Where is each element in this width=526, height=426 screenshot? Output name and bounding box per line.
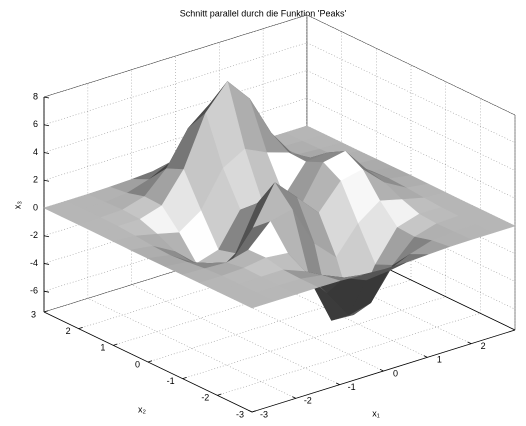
z-tick [43,179,50,182]
y-axis-label: x₂ [138,404,147,414]
z-axis-label: x₃ [12,201,22,210]
z-tick-label: 4 [33,147,38,157]
y-tick-label: -3 [236,409,244,419]
grid-line [43,14,308,98]
y-tick [217,393,222,396]
grid-line [43,229,308,313]
y-tick-label: -2 [201,393,209,403]
grid-line [131,284,340,385]
grid-line [182,296,446,379]
x-tick-label: 1 [437,355,442,365]
z-tick [43,96,50,99]
x-tick-label: 2 [481,341,486,351]
surface [43,81,516,321]
z-tick [43,235,50,238]
x-tick-label: -2 [304,396,312,406]
grid-line [306,42,516,144]
grid-line [43,42,308,126]
grid-line [43,97,308,181]
y-tick-label: -1 [167,376,175,386]
y-tick [147,360,153,363]
surface-patch [234,292,275,309]
y-tick [78,326,83,330]
y-tick [251,410,257,413]
x-tick [467,341,472,345]
chart-title: Schnitt parallel durch die Funktion 'Pea… [180,8,347,18]
x-tick [248,409,253,413]
x-tick [335,382,340,386]
grid-line [217,313,481,396]
z-tick [43,124,50,127]
z-tick-label: 8 [33,91,38,101]
x-tick [379,368,384,372]
grid-line [147,279,412,363]
x-tick-label: -1 [348,382,356,392]
y-tick [182,376,187,380]
z-tick [43,152,50,154]
z-tick-label: -4 [30,258,38,268]
grid-line [306,14,516,116]
grid-line [78,246,342,329]
x-axis-label: x₁ [372,408,380,418]
grid-line [306,208,516,310]
y-tick-label: 2 [66,326,71,336]
z-tick-label: 0 [33,202,38,212]
z-tick [43,263,50,265]
grid-line [43,208,308,292]
z-tick-label: -6 [30,286,38,296]
z-tick-label: -2 [30,230,38,240]
y-tick-label: 0 [135,359,140,369]
tick-labels: -6 -4 -2 0 2 4 6 8 -3 -2 -1 0 1 2 3 -3 -2 -1 0 1 2 [30,91,486,419]
z-tick-label: 6 [33,119,38,129]
z-tick [43,290,50,293]
x-tick-label: -3 [260,409,268,419]
y-tick [113,343,118,346]
x-tick [292,396,297,399]
grid-line [306,97,516,199]
x-tick [423,355,428,358]
z-tick-label: 2 [33,175,38,185]
x-tick-label: 0 [393,368,398,378]
y-tick-label: 1 [100,343,105,353]
y-tick [43,310,49,313]
grid-line [113,263,377,346]
y-tick-label: 3 [31,309,36,319]
